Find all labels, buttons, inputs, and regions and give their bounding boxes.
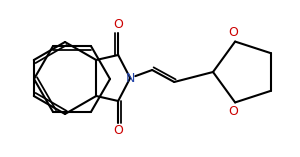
Text: N: N: [125, 71, 135, 84]
Text: O: O: [228, 26, 238, 39]
Text: O: O: [228, 105, 238, 118]
Text: O: O: [113, 19, 123, 32]
Text: O: O: [113, 125, 123, 138]
